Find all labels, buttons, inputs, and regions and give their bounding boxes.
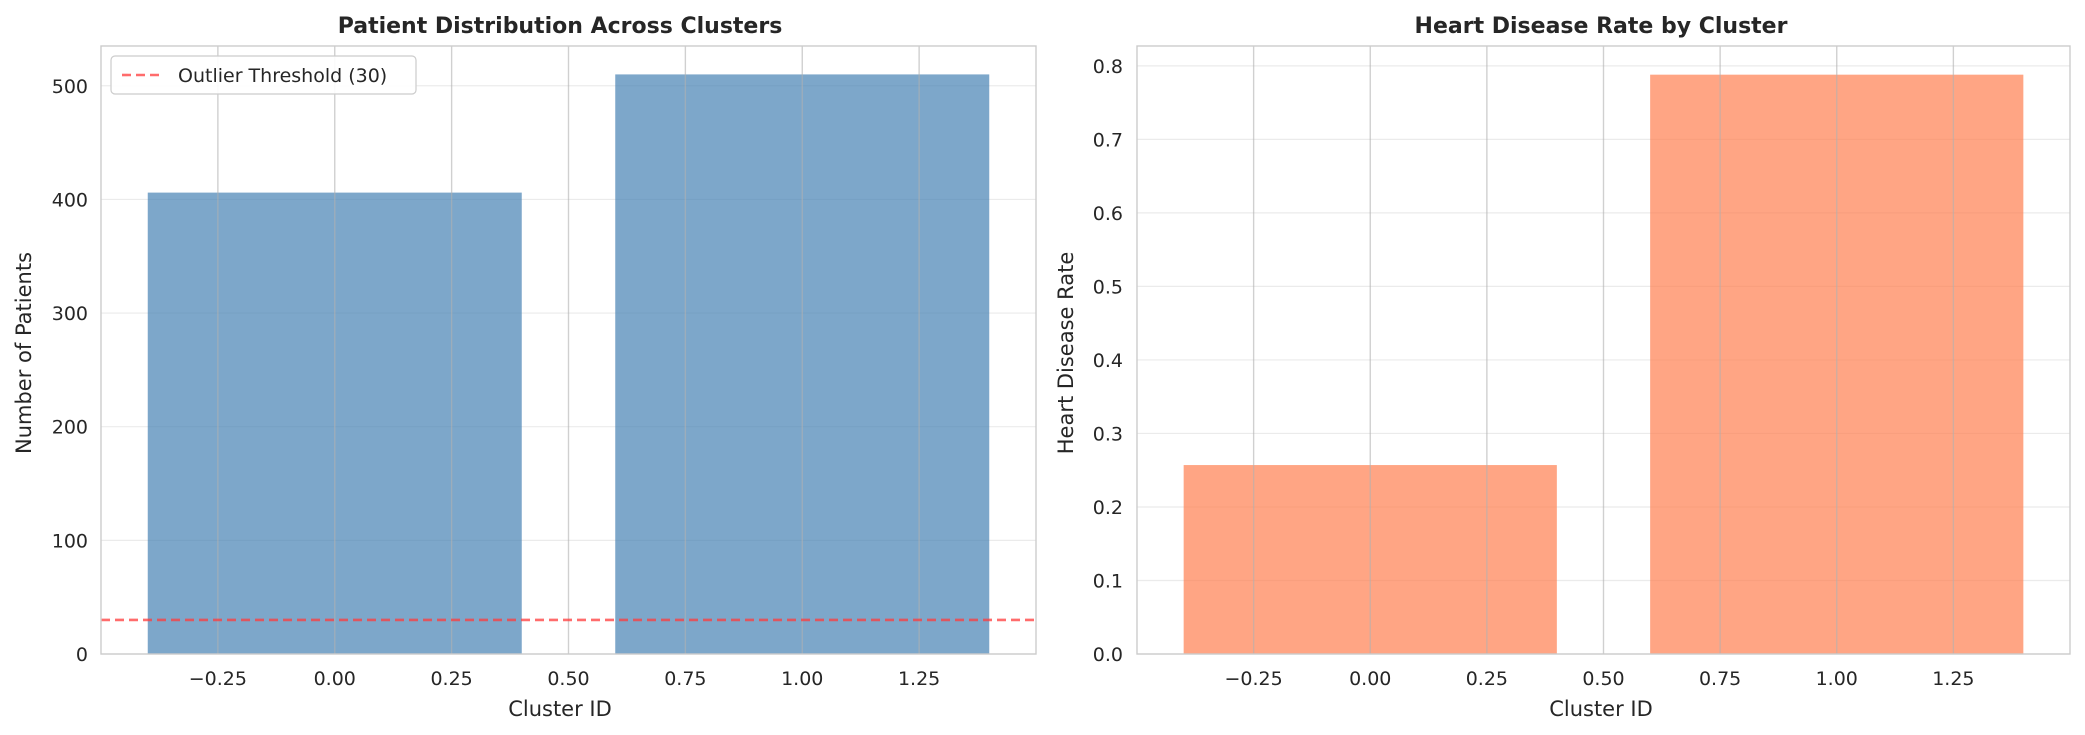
chart-title: Heart Disease Rate by Cluster (1415, 14, 1788, 39)
legend-box (110, 55, 417, 95)
y-axis-label: Heart Disease Rate (1054, 252, 1078, 455)
y-tick-label: 0.6 (1093, 203, 1123, 225)
y-tick-label: 0.0 (1093, 644, 1123, 666)
y-tick-label: 0.5 (1093, 276, 1123, 298)
y-axis-label: Number of Patients (12, 252, 36, 454)
plot-area: −0.25 0.00 0.25 0.50 0.75 1.00 1.25 0.0 0.1 0.2 0.… (1093, 45, 2071, 690)
y-tick-label: 0.4 (1093, 350, 1123, 372)
legend-threshold-label: Outlier Threshold (30) (178, 65, 387, 87)
x-axis-label: Cluster ID (508, 697, 612, 721)
y-tick-label: 0.2 (1093, 497, 1123, 519)
x-tick-label: 0.00 (314, 668, 356, 690)
y-tick-label: 300 (52, 303, 88, 325)
chart-title: Patient Distribution Across Clusters (338, 14, 783, 39)
x-tick-label: −0.25 (1225, 668, 1283, 690)
y-tick-label: 0 (76, 644, 88, 666)
x-tick-label: 1.25 (1932, 668, 1974, 690)
x-tick-label: 0.25 (430, 668, 472, 690)
patient-distribution-chart: Patient Distribution Across Clusters −0.… (12, 14, 1037, 721)
x-tick-label: 0.50 (547, 668, 589, 690)
legend: Outlier Threshold (30) (110, 55, 417, 95)
x-tick-label: 1.00 (781, 668, 823, 690)
y-tick-label: 100 (52, 530, 88, 552)
x-tick-label: 0.75 (1699, 668, 1741, 690)
x-tick-label: 0.75 (664, 668, 706, 690)
y-tick-label: 400 (52, 189, 88, 211)
x-tick-label: 0.00 (1349, 668, 1391, 690)
y-tick-label: 200 (52, 417, 88, 439)
y-tick-label: 500 (52, 76, 88, 98)
y-tick-label: 0.1 (1093, 570, 1123, 592)
x-axis-label: Cluster ID (1549, 697, 1653, 721)
x-tick-label: 1.25 (898, 668, 940, 690)
x-tick-label: 0.25 (1466, 668, 1508, 690)
x-tick-label: 0.50 (1582, 668, 1624, 690)
axes-frame (100, 45, 1037, 655)
y-tick-label: 0.8 (1093, 56, 1123, 78)
y-tick-label: 0.7 (1093, 129, 1123, 151)
y-tick-label: 0.3 (1093, 423, 1123, 445)
axes-frame (1136, 45, 2071, 655)
plot-area: −0.25 0.00 0.25 0.50 0.75 1.00 1.25 0 100 200 300 4… (52, 45, 1037, 690)
x-tick-label: −0.25 (189, 668, 247, 690)
x-tick-label: 1.00 (1816, 668, 1858, 690)
heart-disease-rate-chart: Heart Disease Rate by Cluster −0.25 0.00 0… (1054, 14, 2071, 721)
